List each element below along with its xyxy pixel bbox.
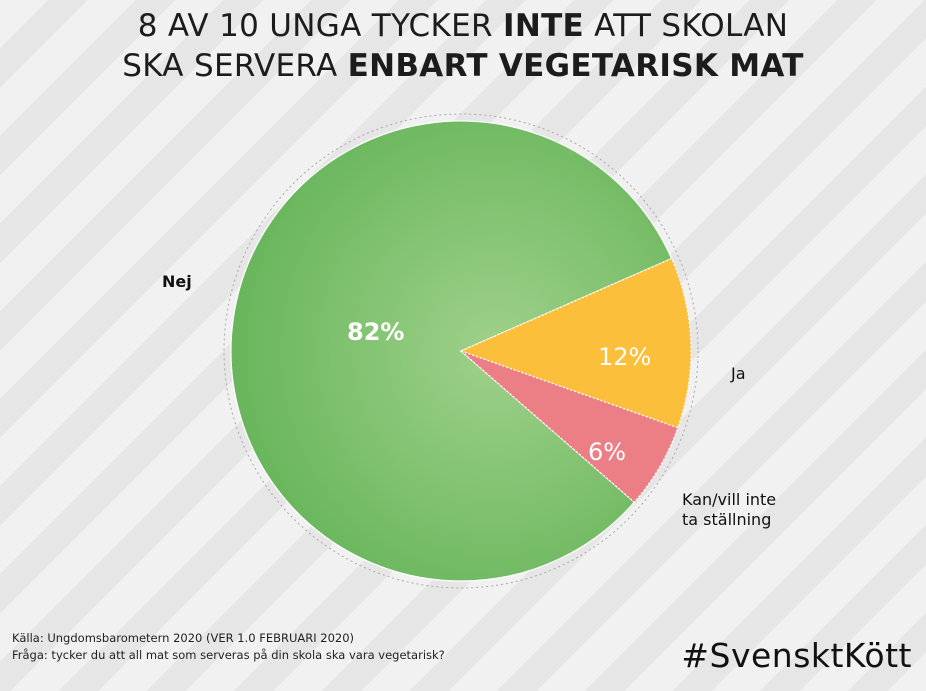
- pie-slice-kan: [460, 350, 679, 504]
- slice-label-nej: Nej: [162, 272, 192, 291]
- source-note: Källa: Ungdomsbarometern 2020 (VER 1.0 F…: [12, 630, 445, 664]
- chart-title-line-2: SKA SERVERA ENBART VEGETARISK MAT: [0, 46, 926, 86]
- chart-title-line-1: 8 AV 10 UNGA TYCKER INTE ATT SKOLAN: [0, 6, 926, 46]
- question-line: Fråga: tycker du att all mat som servera…: [12, 648, 445, 662]
- slice-label-kan: Kan/vill inte ta ställning: [682, 490, 776, 530]
- slice-label-ja: Ja: [731, 364, 746, 383]
- data-label-kan: 6%: [588, 438, 627, 466]
- hashtag-brand: #SvensktKött: [681, 636, 912, 675]
- pie-slice-ja: [459, 257, 692, 429]
- pie-slice-nej: [230, 120, 673, 582]
- slice-label-kan-line-2: ta ställning: [682, 510, 772, 529]
- data-label-ja: 12%: [598, 343, 652, 371]
- title-text: ATT SKOLAN: [584, 8, 789, 44]
- title-emphasis: INTE: [503, 8, 585, 44]
- title-text: 8 AV 10 UNGA TYCKER: [137, 8, 503, 44]
- slice-label-kan-line-1: Kan/vill inte: [682, 490, 777, 509]
- pie-outline: [223, 113, 699, 589]
- title-text: SKA SERVERA: [122, 48, 348, 84]
- title-emphasis: ENBART VEGETARISK MAT: [347, 48, 804, 84]
- source-line: Källa: Ungdomsbarometern 2020 (VER 1.0 F…: [12, 631, 355, 645]
- data-label-nej: 82%: [347, 318, 405, 346]
